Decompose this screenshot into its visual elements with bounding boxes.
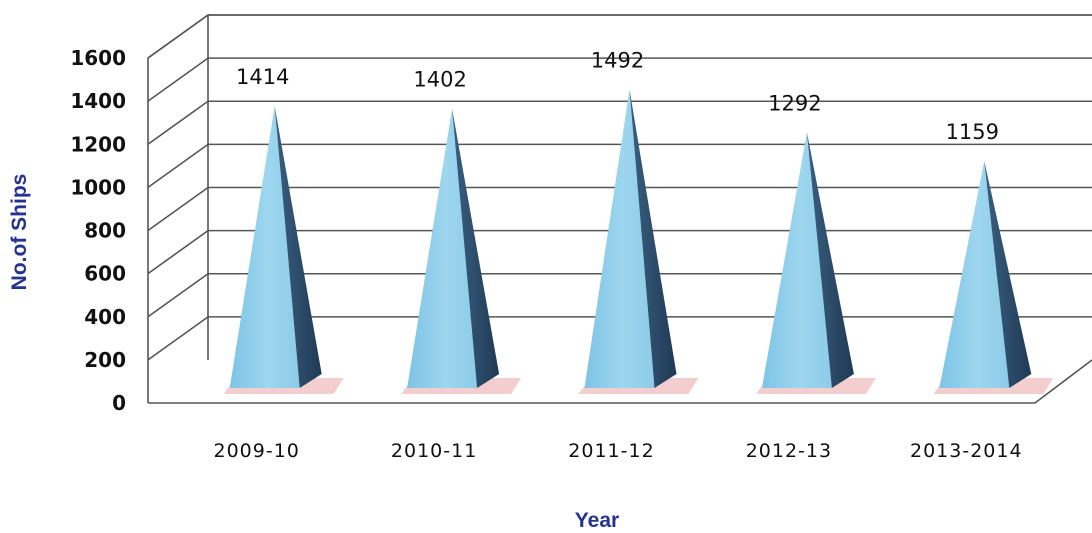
x-axis-ticks: 2009-10 2010-11 2011-12 2012-13 2013-2014 [214, 440, 1023, 462]
gridlines [147, 14, 1092, 361]
bar-side-face [274, 106, 322, 388]
y-tick-label: 1600 [70, 46, 126, 70]
bar-front-face [407, 108, 478, 388]
pyramid-bar [933, 161, 1054, 394]
data-label: 1159 [946, 120, 999, 144]
y-tick-label: 0 [112, 391, 126, 415]
bars [223, 89, 1054, 394]
y-tick-label: 400 [84, 305, 126, 329]
gridline [147, 100, 1092, 145]
bar-front-face [761, 132, 832, 388]
pyramid-bar [578, 89, 699, 394]
data-label: 1414 [236, 65, 289, 89]
data-labels: 1414 1402 1492 1292 1159 [236, 48, 999, 144]
y-axis-title: No.of Ships [8, 174, 31, 291]
y-tick-label: 1200 [70, 132, 126, 156]
y-tick-label: 600 [84, 262, 126, 286]
y-tick-label: 1400 [70, 89, 126, 113]
gridline [147, 143, 1092, 189]
x-tick-label: 2013-2014 [910, 440, 1023, 462]
gridline [147, 14, 1092, 59]
bar-side-face [629, 89, 677, 388]
bar-side-face [452, 108, 500, 388]
y-tick-label: 800 [84, 219, 126, 243]
x-tick-label: 2009-10 [214, 440, 300, 462]
x-tick-label: 2012-13 [746, 440, 832, 462]
y-tick-label: 1000 [70, 175, 126, 199]
y-tick-label: 200 [84, 348, 126, 372]
bar-front-face [584, 89, 655, 388]
data-label: 1292 [768, 91, 821, 115]
x-axis-title: Year [575, 509, 619, 532]
x-tick-label: 2011-12 [568, 440, 654, 462]
data-label: 1402 [413, 68, 466, 92]
bar-front-face [229, 106, 300, 388]
gridline [147, 57, 1092, 102]
bar-side-face [984, 161, 1032, 388]
pyramid-bar [401, 108, 522, 394]
pyramid-bar [223, 106, 344, 394]
bar-front-face [939, 161, 1010, 388]
x-tick-label: 2010-11 [391, 440, 477, 462]
bar-side-face [806, 132, 854, 388]
y-axis-ticks: 0 200 400 600 800 1000 1200 1400 1600 [70, 46, 126, 415]
data-label: 1492 [591, 48, 644, 72]
pyramid-bar [755, 132, 876, 394]
